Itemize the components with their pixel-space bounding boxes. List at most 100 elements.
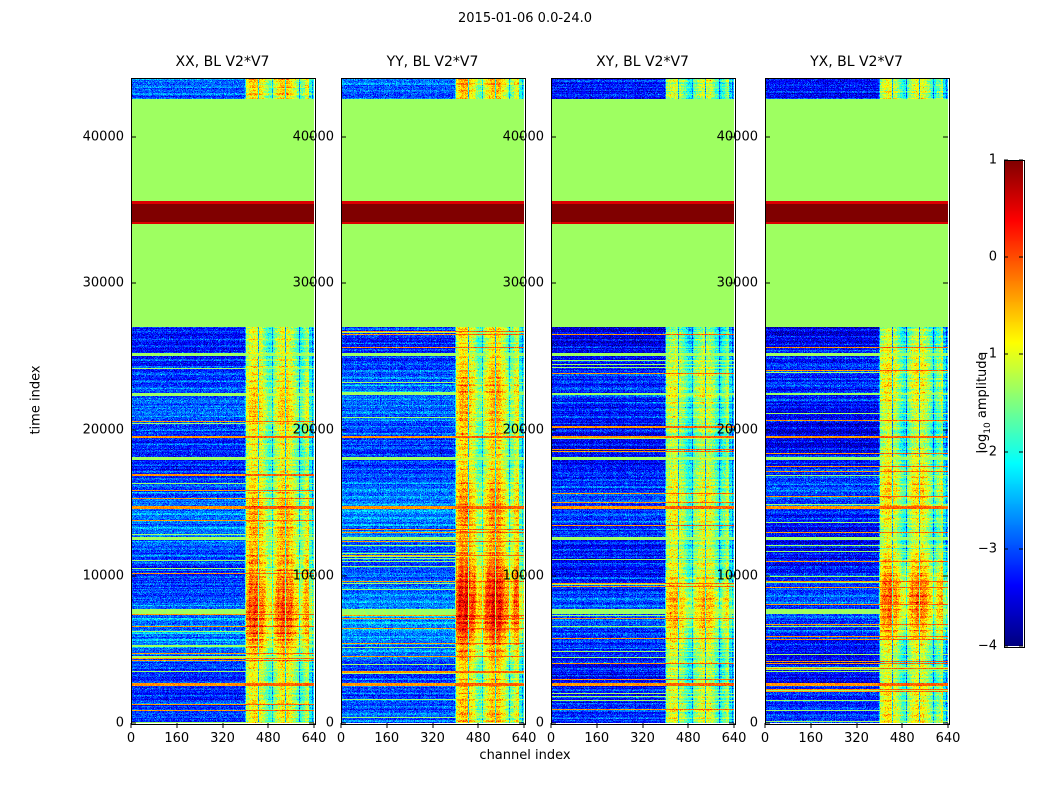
x-tick-label: 160 (798, 731, 824, 746)
y-tick-mark (765, 136, 770, 138)
y-tick-mark (519, 136, 524, 138)
x-tick-mark (176, 723, 178, 728)
x-tick-label: 640 (721, 731, 747, 746)
x-tick-label: 0 (760, 731, 770, 746)
y-tick-mark (341, 429, 346, 431)
x-tick-mark (550, 723, 552, 728)
colorbar[interactable]: 1 0 −1 −2 −3 −4 (978, 153, 1025, 654)
colorbar-tick-mark (1019, 256, 1023, 258)
y-tick-mark (551, 136, 556, 138)
y-tick-mark (551, 575, 556, 577)
colorbar-label: log10 amplitude (975, 352, 993, 454)
colorbar-tick-mark (1004, 256, 1008, 258)
y-tick-mark (943, 136, 948, 138)
panel-title-xx: XX, BL V2*V7 (175, 54, 270, 70)
x-tick-mark (386, 723, 388, 728)
y-tick-mark (309, 282, 314, 284)
colorbar-tick-mark (1004, 159, 1008, 161)
y-tick-label: 40000 (502, 129, 544, 145)
y-tick-mark (729, 282, 734, 284)
y-tick-mark (341, 282, 346, 284)
y-tick-mark (519, 282, 524, 284)
y-tick-mark (729, 575, 734, 577)
colorbar-tick-mark (1019, 548, 1023, 550)
y-tick-label: 10000 (716, 568, 758, 584)
y-tick-label: 20000 (716, 422, 758, 438)
x-tick-label: 0 (126, 731, 136, 746)
y-tick-mark (519, 722, 524, 724)
y-tick-mark (765, 722, 770, 724)
panel-xy[interactable]: XY, BL V2*V7 0 10000 20000 30000 40000 0 160 32… (503, 54, 747, 746)
x-tick-mark (642, 723, 643, 728)
y-tick-mark (765, 429, 770, 431)
x-tick-label: 320 (420, 731, 445, 746)
colorbar-tick-mark (1019, 451, 1023, 453)
colorbar-frame (1004, 160, 1025, 648)
x-tick-mark (687, 723, 689, 728)
colorbar-tick-label: −2 (977, 444, 997, 460)
figure-suptitle: 2015-01-06 0.0-24.0 (458, 11, 592, 26)
y-tick-label: 0 (325, 715, 334, 731)
x-tick-label: 160 (374, 731, 400, 746)
y-tick-label: 30000 (716, 275, 758, 291)
colorbar-gradient (1004, 160, 1023, 646)
x-tick-mark (733, 723, 735, 728)
colorbar-tick-label: −4 (977, 638, 997, 654)
y-tick-mark (765, 575, 770, 577)
colorbar-tick-mark (1004, 451, 1008, 453)
x-tick-label: 0 (336, 731, 346, 746)
y-tick-label: 40000 (82, 129, 124, 145)
y-tick-mark (341, 722, 346, 724)
y-tick-mark (551, 429, 556, 431)
x-tick-mark (130, 723, 132, 728)
x-tick-label: 320 (844, 731, 869, 746)
colorbar-tick-mark (1019, 159, 1023, 161)
x-tick-mark (523, 723, 525, 728)
y-tick-label: 30000 (292, 275, 334, 291)
panel-yx[interactable]: YX, BL V2*V7 0 10000 20000 30000 40000 0 160 32… (717, 54, 961, 746)
y-tick-label: 20000 (292, 422, 334, 438)
panel-xx[interactable]: XX, BL V2*V7 0 10000 20000 30000 40000 0 160 32… (83, 54, 327, 746)
x-tick-mark (764, 723, 766, 728)
heatmap-xy (551, 78, 734, 723)
y-tick-mark (341, 136, 346, 138)
x-tick-label: 160 (164, 731, 190, 746)
y-tick-label: 40000 (292, 129, 334, 145)
y-tick-label: 0 (535, 715, 544, 731)
y-axis-label: time index (28, 365, 44, 435)
y-tick-mark (341, 575, 346, 577)
y-tick-mark (943, 282, 948, 284)
x-tick-mark (477, 723, 479, 728)
y-tick-label: 40000 (716, 129, 758, 145)
panel-title-yx: YX, BL V2*V7 (810, 54, 903, 70)
x-tick-label: 640 (511, 731, 537, 746)
x-tick-mark (313, 723, 315, 728)
y-tick-mark (765, 282, 770, 284)
x-tick-mark (901, 723, 903, 728)
y-tick-mark (519, 429, 524, 431)
x-tick-mark (856, 723, 857, 728)
y-tick-mark (519, 575, 524, 577)
y-tick-mark (309, 136, 314, 138)
y-tick-mark (309, 575, 314, 577)
y-tick-mark (131, 282, 136, 284)
y-tick-mark (309, 429, 314, 431)
y-tick-mark (729, 429, 734, 431)
x-tick-label: 640 (301, 731, 327, 746)
colorbar-tick-label: −3 (977, 541, 997, 557)
colorbar-tick-mark (1004, 548, 1008, 550)
x-tick-label: 320 (630, 731, 655, 746)
y-tick-label: 10000 (502, 568, 544, 584)
heatmap-xx (131, 78, 314, 723)
panel-title-xy: XY, BL V2*V7 (596, 54, 689, 70)
heatmap-yy (341, 78, 524, 723)
colorbar-tick-mark (1019, 353, 1023, 355)
panel-title-yy: YY, BL V2*V7 (386, 54, 479, 70)
y-tick-mark (551, 282, 556, 284)
panel-yy[interactable]: YY, BL V2*V7 0 10000 20000 30000 40000 0 160 32… (293, 54, 537, 746)
colorbar-tick-mark (1004, 353, 1008, 355)
y-tick-mark (131, 722, 136, 724)
y-tick-label: 0 (115, 715, 124, 731)
x-tick-mark (222, 723, 223, 728)
